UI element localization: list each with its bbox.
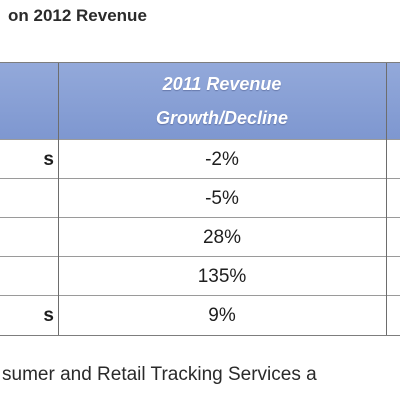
column-divider xyxy=(386,63,387,335)
row-value: -2% xyxy=(205,149,239,170)
table-header: 2011 Revenue Growth/Decline xyxy=(0,63,400,140)
table-row: -5% xyxy=(0,178,400,218)
header-line-2: Growth/Decline xyxy=(155,108,289,128)
row-value: -5% xyxy=(205,188,239,209)
row-label xyxy=(0,257,54,296)
table-row: 28% xyxy=(0,217,400,257)
row-label: s xyxy=(43,305,54,326)
table-title: on 2012 Revenue xyxy=(8,6,147,25)
row-label xyxy=(0,218,54,257)
row-value: 9% xyxy=(208,305,236,326)
table-row: s -2% xyxy=(0,139,400,179)
column-header-2011-growth: 2011 Revenue Growth/Decline xyxy=(58,63,386,139)
footnote-text: sumer and Retail Tracking Services a xyxy=(2,364,317,385)
row-label: s xyxy=(43,149,54,170)
header-line-1: 2011 Revenue xyxy=(162,74,282,94)
row-label xyxy=(0,179,54,218)
table-row: s 9% xyxy=(0,295,400,335)
column-divider xyxy=(58,63,59,335)
row-value: 135% xyxy=(197,266,247,287)
revenue-table: 2011 Revenue Growth/Decline s -2% -5% 28… xyxy=(0,62,400,336)
row-value: 28% xyxy=(202,227,242,248)
table-row: 135% xyxy=(0,256,400,296)
